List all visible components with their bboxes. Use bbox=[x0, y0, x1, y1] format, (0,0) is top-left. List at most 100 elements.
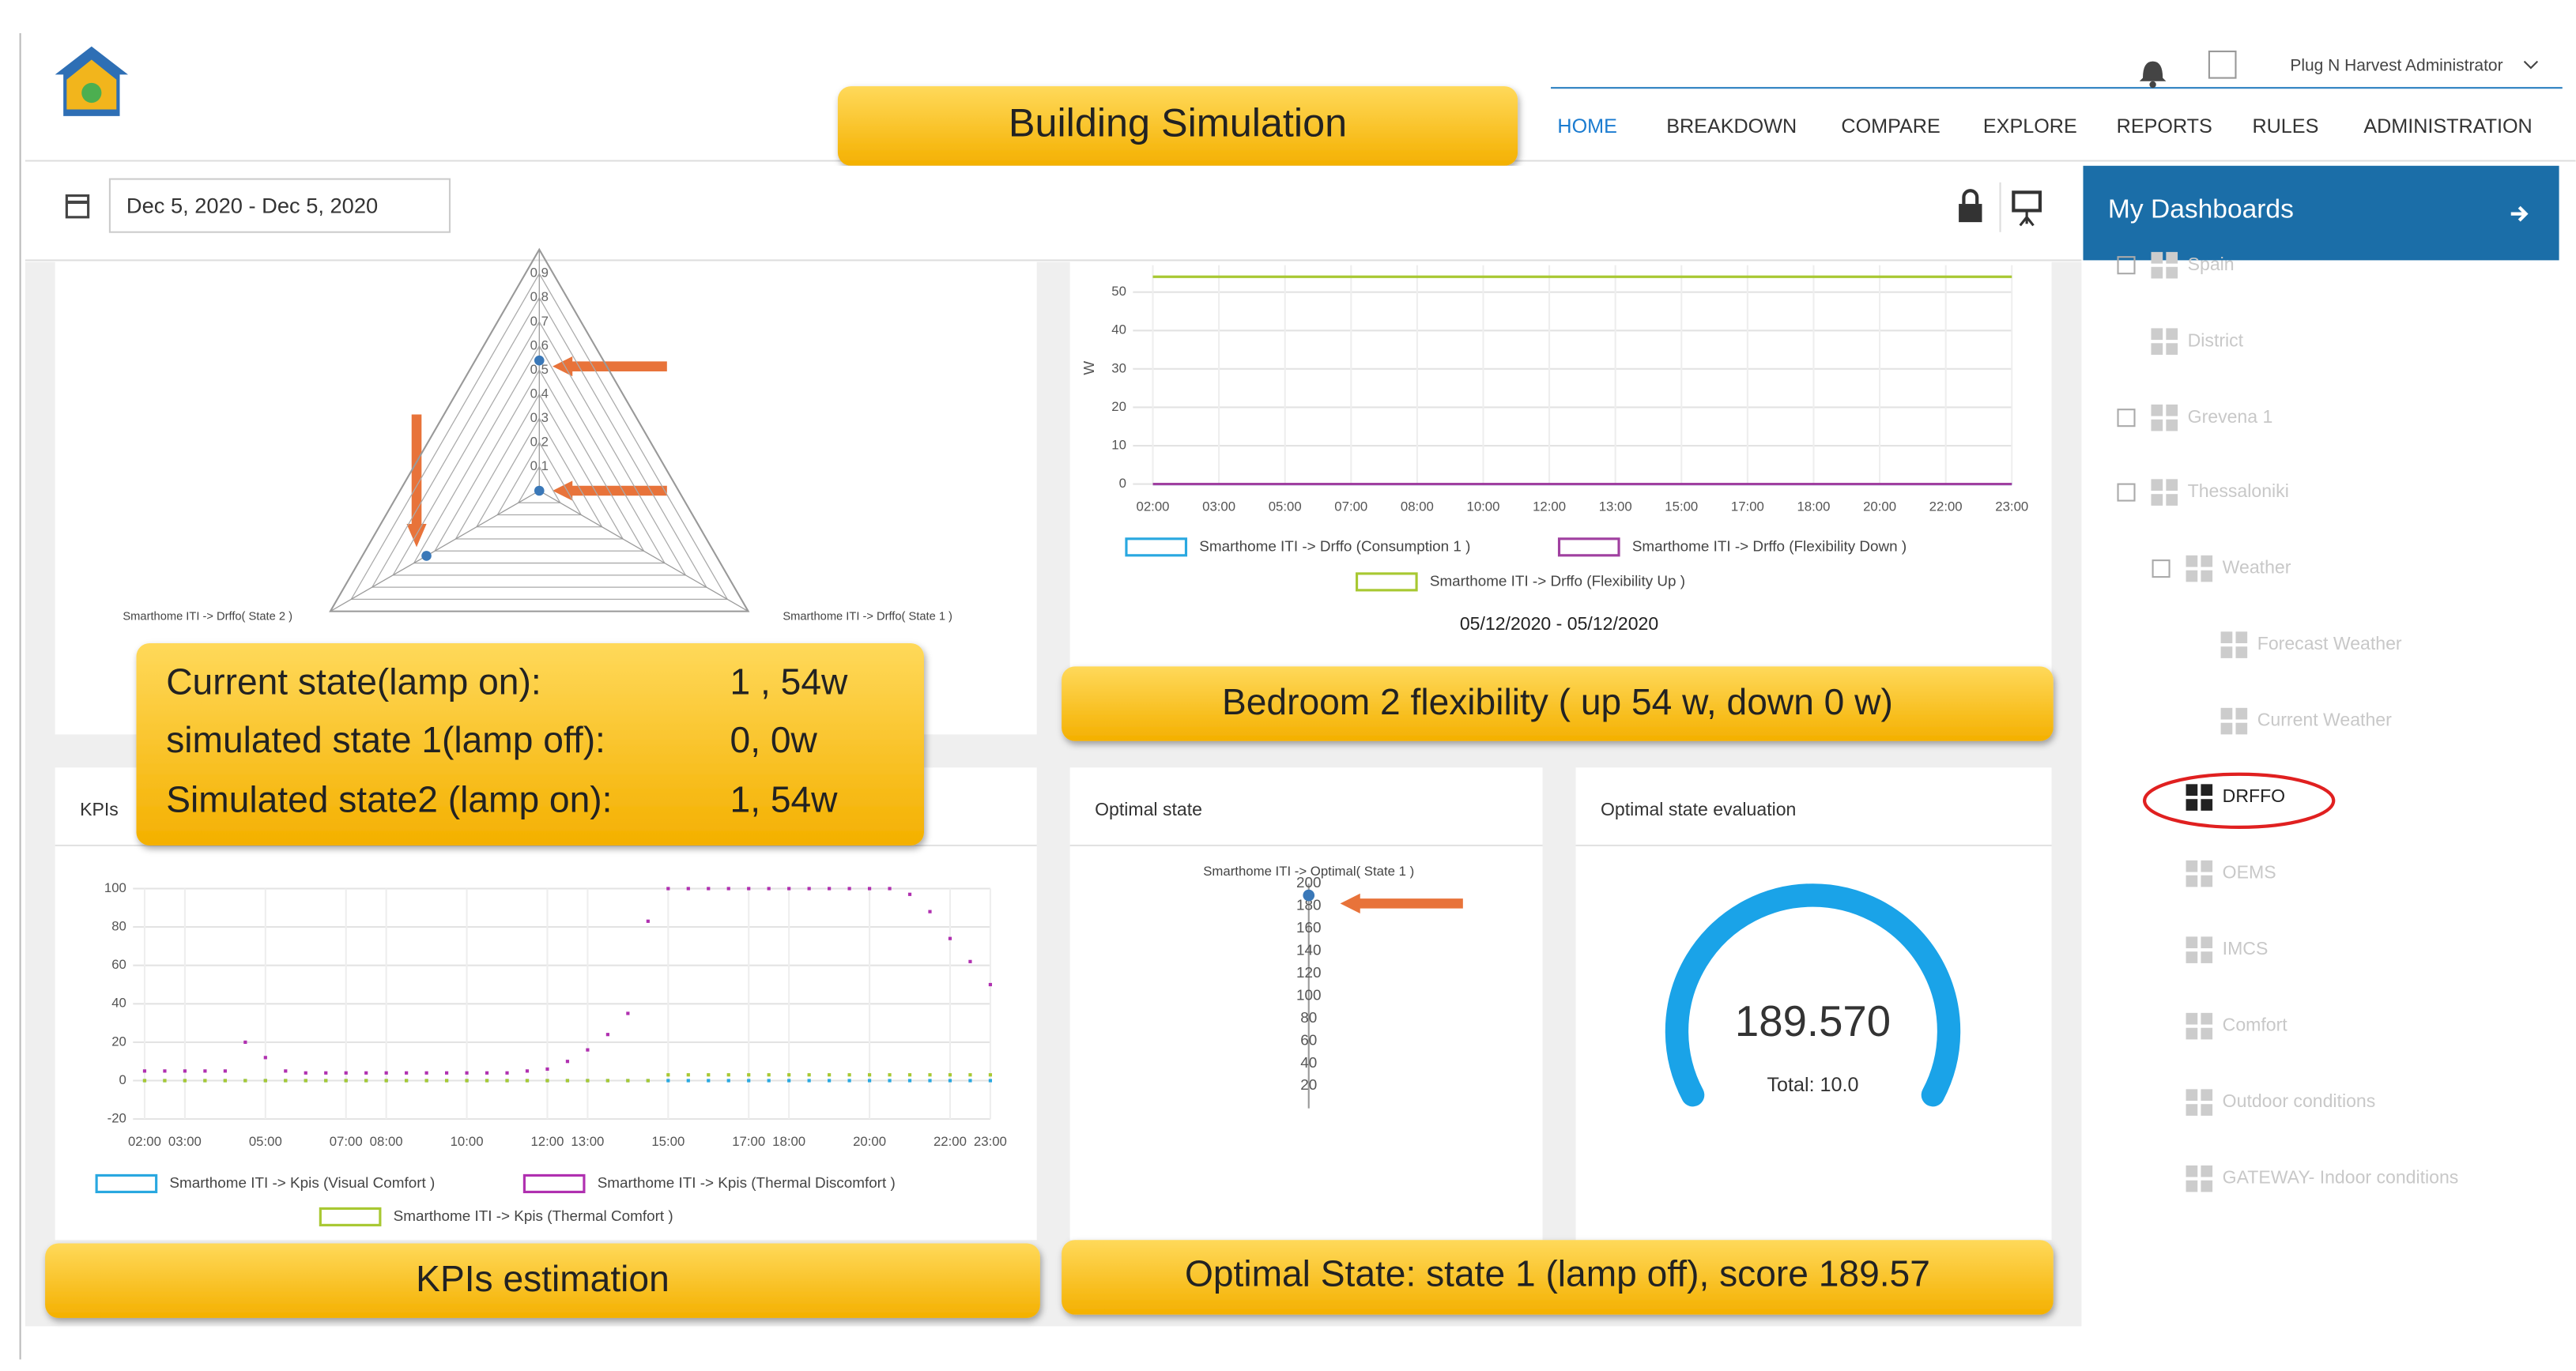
data-dot bbox=[344, 1071, 348, 1075]
nav-link[interactable]: COMPARE bbox=[1841, 115, 1940, 137]
dashboard-icon bbox=[2186, 784, 2198, 797]
x-tick-label: 02:00 bbox=[1137, 499, 1170, 514]
sidebar-item[interactable]: Outdoor conditions bbox=[2223, 1090, 2376, 1111]
y-tick-label: -20 bbox=[107, 1111, 126, 1126]
data-dot bbox=[707, 887, 711, 891]
data-dot bbox=[707, 1073, 711, 1077]
radar-axis-label: Smarthome ITI -> Drffo( State 2 ) bbox=[123, 610, 292, 623]
data-dot bbox=[828, 1073, 832, 1077]
nav-link[interactable]: RULES bbox=[2252, 115, 2318, 137]
dashboard-icon bbox=[2166, 419, 2178, 431]
x-tick-label: 03:00 bbox=[168, 1134, 202, 1149]
presentation-icon[interactable] bbox=[2012, 190, 2042, 227]
legend-label[interactable]: Smarthome ITI -> Kpis (Visual Comfort ) bbox=[169, 1175, 435, 1192]
logo bbox=[55, 46, 128, 116]
sidebar-item[interactable]: DRFFO bbox=[2223, 785, 2285, 806]
data-dot bbox=[968, 1079, 972, 1083]
dashboard-icon bbox=[2201, 1165, 2213, 1177]
x-tick-label: 18:00 bbox=[772, 1134, 805, 1149]
legend-label[interactable]: Smarthome ITI -> Kpis (Thermal Comfort ) bbox=[394, 1208, 673, 1225]
y-tick-label: 160 bbox=[1296, 920, 1322, 936]
dashboard-icon bbox=[2201, 936, 2213, 949]
data-dot bbox=[807, 1079, 811, 1083]
expand-toggle[interactable] bbox=[2117, 409, 2136, 427]
legend-swatch[interactable] bbox=[1557, 537, 1620, 557]
sidebar-item[interactable]: IMCS bbox=[2223, 938, 2269, 959]
data-dot bbox=[626, 1079, 630, 1083]
data-dot bbox=[444, 1071, 449, 1075]
data-dot bbox=[807, 1073, 811, 1077]
sidebar-item[interactable]: Current Weather bbox=[2257, 710, 2392, 730]
sidebar-item[interactable]: Comfort bbox=[2223, 1015, 2288, 1035]
legend-swatch[interactable] bbox=[522, 1173, 586, 1193]
legend-swatch[interactable] bbox=[1355, 572, 1418, 592]
sidebar-arrow[interactable] bbox=[2510, 205, 2529, 222]
legend-label[interactable]: Smarthome ITI -> Drffo (Flexibility Down… bbox=[1632, 538, 1907, 555]
gauge-arc bbox=[1665, 883, 1961, 1107]
dashboard-icon bbox=[2151, 328, 2163, 341]
lock-icon[interactable] bbox=[1959, 189, 1982, 223]
dashboard-icon bbox=[2186, 936, 2198, 949]
date-range[interactable]: Dec 5, 2020 - Dec 5, 2020 bbox=[126, 193, 378, 217]
sidebar-item[interactable]: OEMS bbox=[2223, 862, 2276, 883]
sidebar-item[interactable]: Forecast Weather bbox=[2257, 633, 2402, 653]
sidebar-item[interactable]: District bbox=[2188, 330, 2244, 350]
nav-link[interactable]: HOME bbox=[1557, 115, 1616, 137]
sidebar-item[interactable]: GATEWAY- Indoor conditions bbox=[2223, 1167, 2459, 1188]
sidebar-title: My Dashboards bbox=[2108, 194, 2294, 224]
dashboard-icon bbox=[2201, 1089, 2213, 1102]
sidebar-item[interactable]: Weather bbox=[2223, 557, 2291, 578]
expand-toggle[interactable] bbox=[2152, 559, 2171, 578]
dashboard-icon bbox=[2186, 1012, 2198, 1025]
data-dot bbox=[545, 1079, 549, 1083]
dashboard-icon bbox=[2201, 1012, 2213, 1025]
dashboard-icon bbox=[2166, 494, 2178, 506]
y-axis-label: W bbox=[1081, 361, 1098, 375]
data-dot bbox=[324, 1071, 328, 1075]
dashboard-icon bbox=[2186, 555, 2198, 567]
calendar-icon[interactable] bbox=[65, 194, 90, 219]
legend-swatch[interactable] bbox=[1125, 537, 1188, 557]
nav-link[interactable]: BREAKDOWN bbox=[1666, 115, 1797, 137]
legend-swatch[interactable] bbox=[95, 1173, 158, 1193]
user-menu-caret[interactable] bbox=[2523, 60, 2539, 70]
x-tick-label: 23:00 bbox=[974, 1134, 1007, 1149]
data-dot bbox=[364, 1071, 368, 1075]
data-dot bbox=[666, 887, 670, 891]
expand-toggle[interactable] bbox=[2117, 483, 2136, 502]
dashboard-icon bbox=[2186, 1104, 2198, 1116]
y-tick-label: 0 bbox=[1119, 476, 1126, 491]
sidebar-item[interactable]: Grevena 1 bbox=[2188, 406, 2273, 427]
radar-point bbox=[534, 355, 545, 366]
legend-label[interactable]: Smarthome ITI -> Drffo (Consumption 1 ) bbox=[1199, 538, 1470, 555]
bell-icon[interactable] bbox=[2139, 61, 2167, 89]
data-dot bbox=[847, 1079, 851, 1083]
nav-link[interactable]: REPORTS bbox=[2117, 115, 2212, 137]
date-input[interactable] bbox=[108, 178, 451, 233]
dashboard-icon bbox=[2201, 570, 2213, 582]
dashboard-icon bbox=[2235, 646, 2248, 658]
data-dot bbox=[726, 887, 730, 891]
data-dot bbox=[183, 1069, 187, 1073]
sidebar-item[interactable]: Spain bbox=[2188, 254, 2235, 274]
x-tick-label: 13:00 bbox=[1599, 499, 1632, 514]
x-tick-label: 10:00 bbox=[1467, 499, 1500, 514]
data-dot bbox=[525, 1069, 530, 1073]
dashboard-icon bbox=[2220, 722, 2233, 735]
data-dot bbox=[263, 1056, 267, 1060]
data-dot bbox=[726, 1073, 730, 1077]
nav-link[interactable]: EXPLORE bbox=[1983, 115, 2077, 137]
legend-label[interactable]: Smarthome ITI -> Kpis (Thermal Discomfor… bbox=[598, 1175, 896, 1192]
legend-label[interactable]: Smarthome ITI -> Drffo (Flexibility Up ) bbox=[1430, 573, 1685, 589]
callout-text: 0, 0w bbox=[730, 719, 818, 760]
nav-link[interactable]: ADMINISTRATION bbox=[2363, 115, 2532, 137]
user-name[interactable]: Plug N Harvest Administrator bbox=[2290, 56, 2502, 74]
sidebar-item[interactable]: Thessaloniki bbox=[2188, 480, 2289, 501]
legend-swatch[interactable] bbox=[319, 1207, 382, 1226]
y-tick-label: 50 bbox=[1111, 284, 1126, 299]
dashboard-icon bbox=[2186, 1165, 2198, 1177]
x-tick-label: 22:00 bbox=[1929, 499, 1963, 514]
expand-toggle[interactable] bbox=[2117, 256, 2136, 275]
